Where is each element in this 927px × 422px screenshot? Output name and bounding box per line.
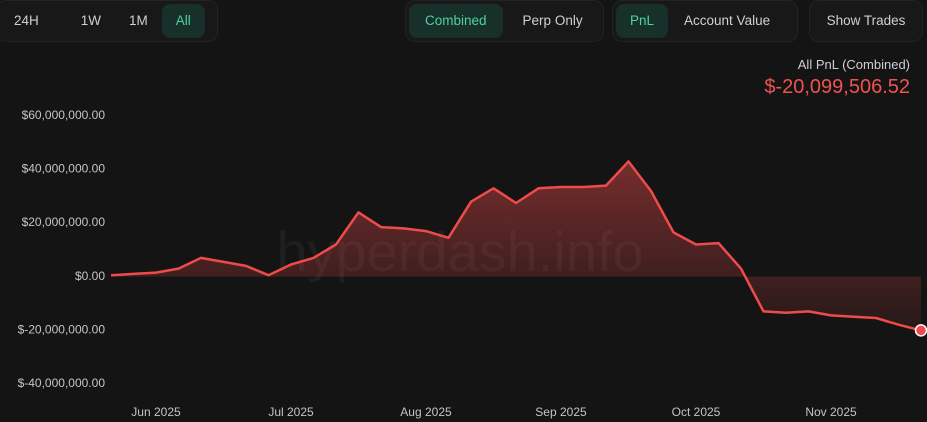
last-point [914, 324, 927, 337]
timeframe-button[interactable]: 1M [129, 13, 148, 28]
show-trades-button[interactable]: Show Trades [826, 13, 906, 28]
x-tick-label: Nov 2025 [805, 405, 857, 419]
mode-group: Combined Perp Only [405, 0, 604, 42]
timeframe-button[interactable]: 1W [80, 13, 102, 28]
y-tick-label: $-40,000,000.00 [18, 376, 106, 390]
view-button[interactable]: Account Value [684, 13, 771, 28]
x-tick-label: Oct 2025 [672, 405, 721, 419]
summary-value: $-20,099,506.52 [764, 76, 910, 98]
trades-group: Show Trades [809, 0, 923, 42]
mode-button[interactable]: Perp Only [522, 13, 583, 28]
view-button[interactable]: PnL [616, 4, 669, 38]
y-tick-label: $0.00 [75, 269, 105, 283]
area-fill [111, 161, 921, 331]
view-group: PnL Account Value [612, 0, 798, 42]
x-tick-label: Aug 2025 [400, 405, 452, 419]
mode-button[interactable]: Combined [409, 4, 503, 38]
timeframe-button[interactable]: All [161, 4, 205, 38]
x-tick-label: Jun 2025 [131, 405, 181, 419]
timeframe-group: 24H 1W 1M All [0, 0, 218, 42]
summary-label: All PnL (Combined) [797, 57, 910, 72]
y-tick-label: $20,000,000.00 [22, 215, 106, 229]
pnl-line [110, 160, 922, 332]
timeframe-button[interactable]: 24H [14, 13, 39, 28]
y-tick-label: $40,000,000.00 [22, 162, 106, 176]
x-tick-label: Jul 2025 [268, 405, 314, 419]
x-tick-label: Sep 2025 [535, 405, 587, 419]
y-tick-label: $-20,000,000.00 [18, 322, 106, 336]
y-tick-label: $60,000,000.00 [22, 108, 106, 122]
